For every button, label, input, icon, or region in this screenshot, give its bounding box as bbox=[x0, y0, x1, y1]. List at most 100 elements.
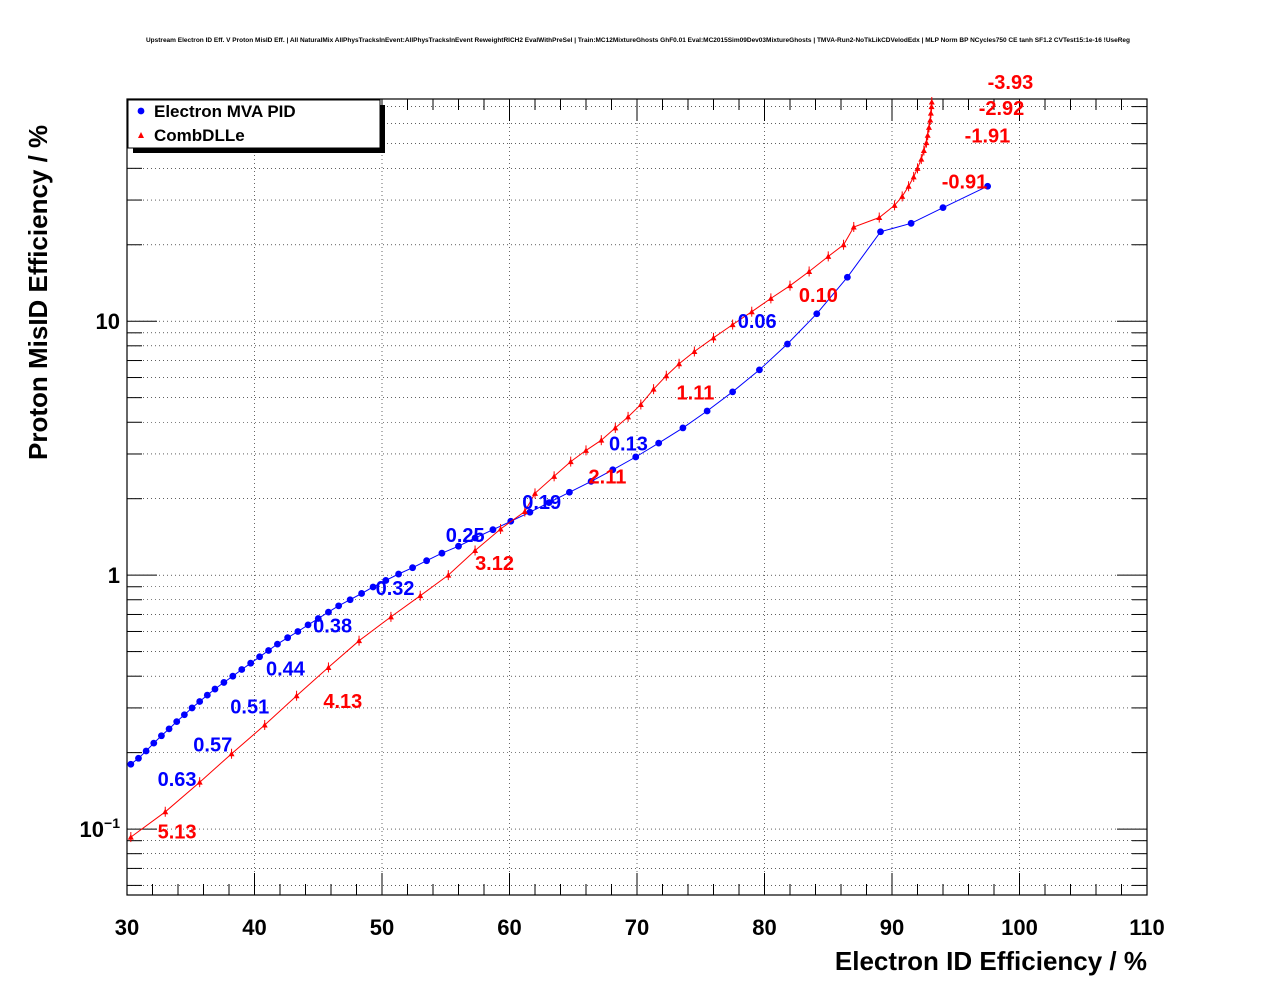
threshold-label: -3.93 bbox=[988, 72, 1034, 94]
data-point bbox=[918, 156, 925, 162]
data-point bbox=[325, 608, 332, 616]
data-point bbox=[925, 124, 932, 130]
data-point bbox=[920, 147, 927, 154]
data-point bbox=[497, 525, 504, 532]
data-point bbox=[679, 424, 687, 432]
data-point bbox=[899, 193, 906, 199]
data-point bbox=[489, 526, 497, 534]
data-point bbox=[471, 534, 479, 542]
annotations: 0.63 0.57 0.51 0.44 0.38 0.32 0.25 0.19 0.13 0.06… bbox=[158, 72, 1034, 843]
x-tick-label: 70 bbox=[625, 915, 649, 940]
data-point bbox=[196, 698, 204, 705]
threshold-label: 0.51 bbox=[230, 697, 269, 719]
data-point bbox=[256, 653, 263, 661]
data-point bbox=[825, 253, 832, 259]
data-point bbox=[417, 592, 424, 599]
data-point bbox=[551, 473, 558, 479]
data-point bbox=[142, 747, 150, 755]
threshold-label: -1.91 bbox=[965, 126, 1011, 148]
data-point bbox=[261, 721, 268, 728]
data-point bbox=[180, 711, 188, 719]
data-point bbox=[583, 447, 589, 453]
data-point bbox=[274, 640, 281, 648]
data-point bbox=[840, 241, 847, 248]
threshold-label: 1.11 bbox=[677, 382, 715, 404]
data-point bbox=[663, 372, 670, 379]
x-tick-label: 110 bbox=[1129, 915, 1165, 940]
data-point bbox=[162, 808, 169, 815]
legend-marker bbox=[137, 107, 145, 115]
data-point bbox=[158, 732, 165, 740]
data-point bbox=[676, 360, 683, 367]
x-tick-label: 90 bbox=[880, 915, 904, 940]
threshold-label: 0.63 bbox=[158, 769, 197, 791]
x-tick-label: 30 bbox=[115, 915, 139, 940]
data-point bbox=[238, 666, 246, 673]
data-point bbox=[691, 348, 698, 354]
series-line bbox=[130, 185, 988, 765]
data-point bbox=[923, 139, 930, 146]
data-point bbox=[637, 401, 644, 407]
data-point bbox=[220, 679, 228, 686]
data-point bbox=[910, 173, 917, 180]
threshold-label: 5.13 bbox=[158, 821, 197, 843]
data-point bbox=[928, 98, 935, 105]
data-point bbox=[304, 621, 312, 629]
threshold-label: -0.91 bbox=[942, 172, 988, 194]
data-point bbox=[756, 366, 763, 374]
threshold-label: 3.12 bbox=[475, 553, 514, 575]
data-point bbox=[806, 268, 813, 274]
y-tick-label: 1 bbox=[108, 563, 120, 588]
data-point bbox=[609, 466, 617, 474]
series-1 bbox=[127, 96, 935, 843]
data-point bbox=[625, 413, 632, 420]
data-point bbox=[445, 572, 452, 578]
legend-box bbox=[127, 99, 381, 149]
data-point bbox=[127, 834, 134, 840]
data-point bbox=[265, 647, 272, 654]
data-point bbox=[914, 165, 921, 171]
data-point bbox=[876, 214, 883, 221]
data-point bbox=[409, 564, 416, 572]
series-0 bbox=[127, 182, 992, 768]
threshold-label: 0.57 bbox=[193, 735, 232, 757]
data-point bbox=[813, 310, 821, 318]
data-point bbox=[325, 664, 332, 670]
data-point bbox=[358, 590, 365, 597]
legend-marker bbox=[138, 132, 144, 138]
data-point bbox=[346, 596, 354, 604]
data-point bbox=[891, 202, 898, 208]
data-point bbox=[314, 615, 322, 622]
threshold-label: 0.10 bbox=[799, 285, 838, 307]
legend-entry: CombDLLe bbox=[154, 126, 245, 145]
data-point bbox=[188, 704, 196, 712]
x-tick-label: 60 bbox=[497, 915, 521, 940]
data-point bbox=[729, 388, 737, 396]
data-point bbox=[927, 116, 934, 123]
data-point bbox=[612, 424, 619, 431]
data-point bbox=[924, 132, 931, 138]
legend: Electron MVA PID CombDLLe bbox=[127, 99, 385, 153]
data-point bbox=[587, 477, 595, 485]
data-point bbox=[387, 613, 394, 620]
data-point bbox=[843, 273, 851, 281]
data-point bbox=[135, 754, 142, 762]
threshold-label: 0.44 bbox=[266, 658, 306, 680]
data-point bbox=[294, 628, 302, 635]
threshold-label: -2.92 bbox=[979, 98, 1025, 120]
data-point bbox=[455, 542, 462, 550]
data-point bbox=[293, 692, 300, 699]
data-point bbox=[767, 295, 774, 301]
data-point bbox=[567, 458, 574, 465]
data-point bbox=[632, 453, 640, 461]
data-point bbox=[521, 508, 528, 515]
x-tick-label: 100 bbox=[1001, 915, 1038, 940]
threshold-label: 0.06 bbox=[738, 311, 777, 333]
data-point bbox=[196, 779, 203, 785]
data-point bbox=[927, 110, 934, 116]
data-point bbox=[203, 691, 211, 699]
data-point bbox=[598, 437, 605, 443]
data-point bbox=[748, 308, 755, 315]
threshold-label: 4.13 bbox=[323, 691, 362, 713]
